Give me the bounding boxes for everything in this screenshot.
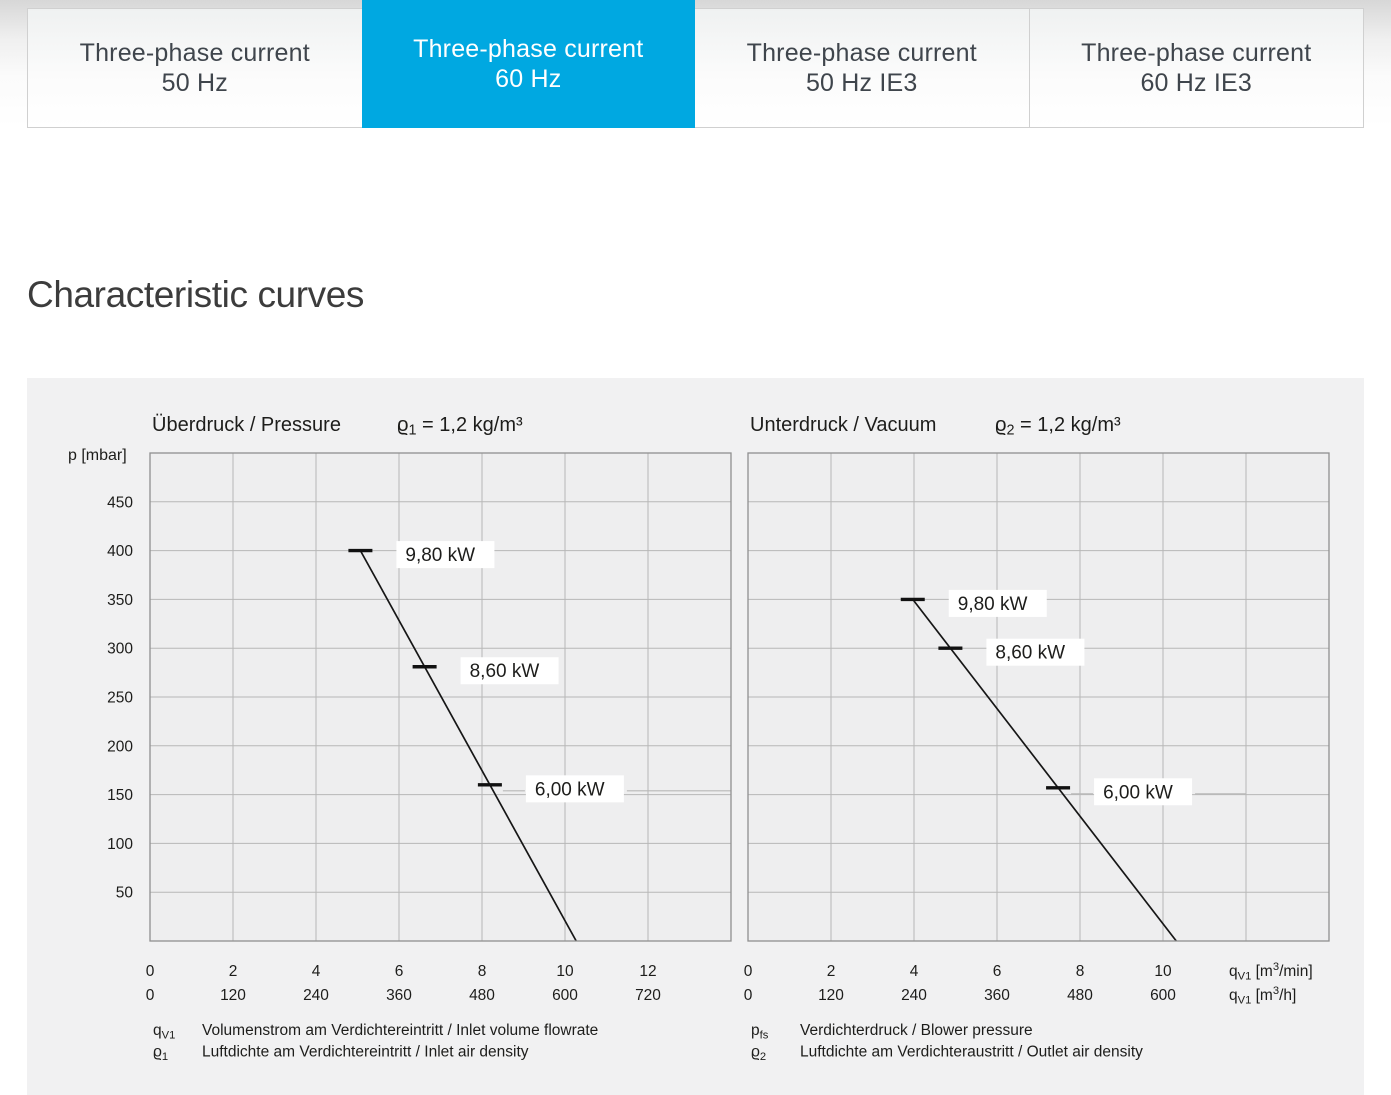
power-label-bg [986, 638, 1085, 666]
power-label-bg [396, 541, 495, 569]
plot-border [747, 452, 1330, 942]
plot-border [149, 452, 732, 942]
power-label-bg [460, 657, 559, 685]
tab-three-phase-60hz-ie3[interactable]: Three-phase current 60 Hz IE3 [1028, 8, 1364, 128]
power-label-bg [525, 775, 624, 803]
tab-three-phase-60hz[interactable]: Three-phase current 60 Hz [361, 0, 695, 128]
x-tick-label: 600 [552, 987, 578, 1004]
x-tick-label: 360 [984, 987, 1010, 1004]
x-tick-label: 720 [635, 987, 661, 1004]
power-mark: 6,00 kW [477, 775, 731, 803]
y-tick-label: 350 [107, 592, 133, 609]
legend-symbol: qV1 [153, 1022, 175, 1042]
legend-text: Luftdichte am Verdichteraustritt / Outle… [800, 1044, 1143, 1061]
x-tick-label: 120 [818, 987, 844, 1004]
y-tick-label: 400 [107, 543, 133, 560]
legend-text: Verdichterdruck / Blower pressure [800, 1022, 1033, 1039]
x-tick-label: 6 [395, 963, 404, 980]
tab-label-line1: Three-phase current [1081, 39, 1312, 67]
legend-text: Luftdichte am Verdichtereintritt / Inlet… [202, 1044, 529, 1061]
tab-label-line1: Three-phase current [413, 35, 644, 63]
legend-symbol: ϱ1 [153, 1044, 168, 1064]
x-tick-label: 120 [220, 987, 246, 1004]
performance-curve [359, 550, 577, 942]
y-tick-label: 50 [116, 885, 134, 902]
x-tick-label: 8 [1076, 963, 1085, 980]
y-tick-label: 300 [107, 641, 133, 658]
tab-label-line1: Three-phase current [746, 39, 977, 67]
tab-label-line1: Three-phase current [79, 39, 310, 67]
power-mark: 6,00 kW [1046, 778, 1246, 806]
tab-label-line2: 60 Hz IE3 [1140, 69, 1253, 97]
x-tick-label: 6 [993, 963, 1002, 980]
tab-label-line2: 60 Hz [495, 65, 562, 93]
x-tick-label: 4 [312, 963, 321, 980]
y-axis-label: p [mbar] [68, 447, 127, 464]
characteristic-curves-chart: Überdruck / Pressure ϱ1 = 1,2 kg/m³ p [mba… [68, 414, 1330, 1064]
chart-title: Überdruck / Pressure [152, 414, 341, 436]
page-title: Characteristic curves [27, 274, 365, 315]
tab-label-line2: 50 Hz [161, 69, 228, 97]
x-tick-label: 2 [827, 963, 836, 980]
x-tick-label: 12 [639, 963, 656, 980]
legend-text: Volumenstrom am Verdichtereintritt / Inl… [202, 1022, 598, 1039]
performance-curve [912, 598, 1177, 942]
power-label: 9,80 kW [405, 545, 475, 566]
tab-label-line2: 50 Hz IE3 [805, 69, 918, 97]
power-label: 6,00 kW [535, 779, 605, 800]
power-label: 6,00 kW [1103, 782, 1173, 803]
x-tick-label: 2 [229, 963, 238, 980]
x-tick-label: 0 [744, 963, 753, 980]
x-tick-label: 10 [1154, 963, 1172, 980]
x-axis-unit: qV1 [m3/h] [1229, 985, 1296, 1007]
legend-symbol: pfs [751, 1022, 769, 1042]
x-tick-label: 480 [469, 987, 495, 1004]
density-label: ϱ1 = 1,2 kg/m³ [397, 414, 523, 439]
x-tick-label: 4 [910, 963, 919, 980]
x-tick-label: 0 [146, 963, 155, 980]
density-label: ϱ2 = 1,2 kg/m³ [995, 414, 1121, 439]
power-mark: 9,80 kW [348, 541, 495, 569]
y-tick-label: 250 [107, 690, 133, 707]
x-tick-label: 240 [901, 987, 927, 1004]
x-tick-label: 600 [1150, 987, 1176, 1004]
legend-symbol: ϱ2 [751, 1044, 766, 1064]
chart-title: Unterdruck / Vacuum [750, 414, 936, 436]
x-tick-label: 8 [478, 963, 487, 980]
x-axis-unit: qV1 [m3/min] [1229, 961, 1313, 983]
power-label-bg [1094, 778, 1193, 806]
power-mark: 9,80 kW [900, 589, 1047, 617]
characteristic-curves-panel: Überdruck / Pressure ϱ1 = 1,2 kg/m³ p [mba… [27, 378, 1364, 1095]
gridlines [748, 453, 1329, 941]
tab-three-phase-50hz-ie3[interactable]: Three-phase current 50 Hz IE3 [694, 8, 1030, 128]
power-label-bg [948, 589, 1047, 617]
y-tick-label: 150 [107, 787, 133, 804]
power-label: 8,60 kW [995, 643, 1065, 664]
y-tick-label: 100 [107, 836, 133, 853]
tab-three-phase-50hz[interactable]: Three-phase current 50 Hz [27, 8, 363, 128]
power-label: 8,60 kW [470, 661, 540, 682]
x-tick-label: 240 [303, 987, 329, 1004]
x-tick-label: 10 [556, 963, 574, 980]
x-tick-label: 0 [146, 987, 155, 1004]
x-tick-label: 0 [744, 987, 753, 1004]
tab-bar: Three-phase current 50 Hz Three-phase cu… [27, 0, 1364, 128]
pressure-chart: Überdruck / Pressure ϱ1 = 1,2 kg/m³ p [mba… [68, 414, 732, 1064]
y-tick-label: 450 [107, 494, 133, 511]
vacuum-chart: Unterdruck / Vacuum ϱ2 = 1,2 kg/m³ 9,80 kW… [744, 414, 1330, 1064]
power-mark: 8,60 kW [938, 638, 1085, 666]
x-tick-label: 480 [1067, 987, 1093, 1004]
power-label: 9,80 kW [958, 594, 1028, 615]
power-mark: 8,60 kW [412, 657, 559, 685]
x-tick-label: 360 [386, 987, 412, 1004]
y-tick-label: 200 [107, 738, 133, 755]
